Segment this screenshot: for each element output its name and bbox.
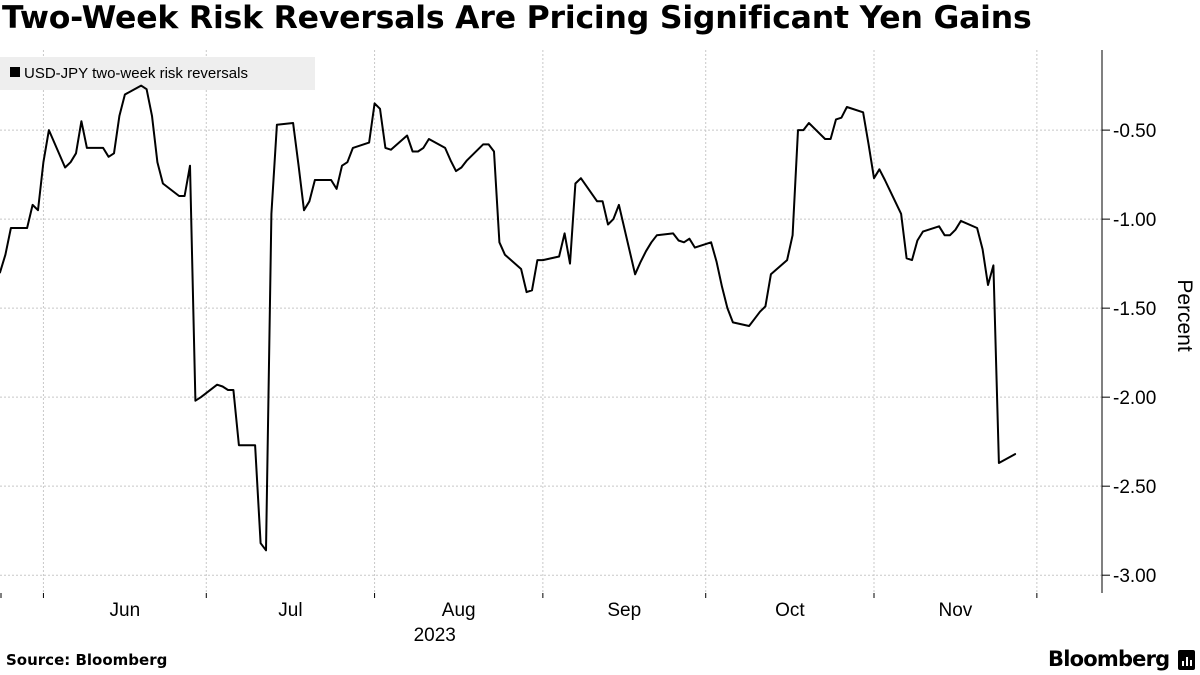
y-tick-label: -3.00 (1113, 566, 1156, 587)
x-tick-label: Jul (278, 600, 302, 621)
y-tick-labels: -0.50 -1.00 -1.50 -2.00 -2.50 -3.00 (1102, 121, 1156, 587)
y-tick-label: -1.50 (1113, 299, 1156, 320)
x-tick-label: Jun (110, 600, 141, 621)
x-tick-label: Aug (442, 600, 476, 621)
series-line (0, 84, 1017, 552)
legend-background (0, 57, 315, 90)
legend-swatch (10, 67, 20, 77)
bloomberg-terminal-icon (1178, 650, 1195, 670)
y-tick-label: -0.50 (1113, 121, 1156, 142)
x-tick-label: Nov (939, 600, 973, 621)
y-tick-label: -2.00 (1113, 388, 1156, 409)
series-layer (0, 84, 1017, 552)
y-tick-label: -2.50 (1113, 477, 1156, 498)
gridlines (0, 50, 1102, 593)
x-tick-label: Sep (607, 600, 641, 621)
y-axis-title: Percent (1173, 279, 1196, 352)
x-tick-label: Oct (775, 600, 805, 621)
source-note: Source: Bloomberg (6, 651, 168, 669)
legend: USD-JPY two-week risk reversals (0, 57, 315, 90)
brand-logo: Bloomberg (1048, 647, 1170, 671)
x-tick-labels: Jun Jul Aug Sep Oct Nov (0, 593, 1038, 621)
legend-label: USD-JPY two-week risk reversals (24, 65, 248, 82)
x-axis-year-label: 2023 (414, 625, 456, 646)
y-tick-label: -1.00 (1113, 210, 1156, 231)
chart-title: Two-Week Risk Reversals Are Pricing Sign… (2, 0, 1032, 36)
